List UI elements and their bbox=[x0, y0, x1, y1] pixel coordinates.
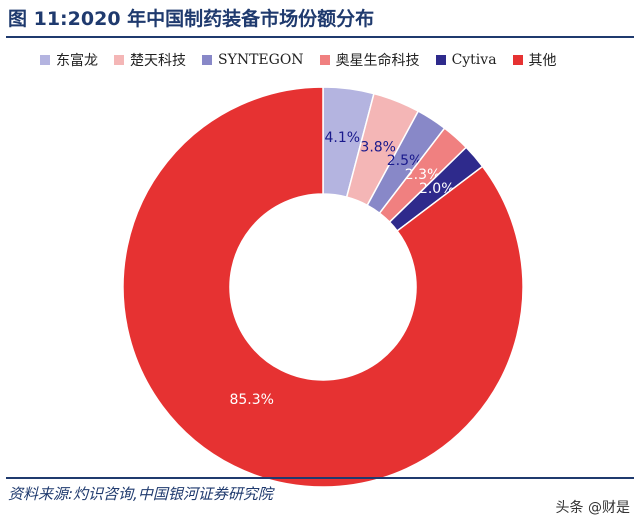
slice-label-3: 2.3% bbox=[405, 167, 441, 183]
legend-label: SYNTEGON bbox=[218, 52, 304, 68]
legend-swatch bbox=[435, 55, 446, 65]
legend: 东富龙 楚天科技 SYNTEGON 奥星生命科技 Cytiva 其他 bbox=[40, 50, 557, 70]
slice-label-5: 85.3% bbox=[229, 392, 273, 408]
legend-item: 奥星生命科技 bbox=[319, 50, 420, 70]
legend-swatch bbox=[114, 55, 124, 65]
legend-swatch bbox=[40, 55, 50, 65]
title-divider bbox=[6, 36, 634, 38]
chart-title: 图 11:2020 年中国制药装备市场份额分布 bbox=[8, 8, 375, 30]
legend-label: 其他 bbox=[528, 53, 557, 69]
legend-swatch bbox=[319, 55, 330, 65]
slice-label-4: 2.0% bbox=[419, 181, 455, 197]
legend-item: 楚天科技 bbox=[114, 50, 186, 70]
slice-label-0: 4.1% bbox=[324, 130, 360, 146]
legend-swatch bbox=[202, 55, 212, 65]
source-note: 资料来源:灼识咨询,中国银河证券研究院 bbox=[8, 485, 273, 503]
slice-5 bbox=[122, 86, 524, 488]
footer-divider bbox=[6, 477, 634, 479]
watermark: 头条 @财是 bbox=[555, 500, 630, 516]
legend-label: Cytiva bbox=[451, 52, 497, 68]
legend-swatch bbox=[512, 55, 523, 65]
slice-label-1: 3.8% bbox=[360, 140, 396, 156]
legend-label: 楚天科技 bbox=[130, 53, 186, 69]
legend-item: 东富龙 bbox=[40, 50, 98, 70]
legend-label: 东富龙 bbox=[56, 53, 98, 69]
legend-label: 奥星生命科技 bbox=[335, 53, 420, 69]
legend-item: Cytiva bbox=[435, 52, 497, 68]
legend-item: SYNTEGON bbox=[202, 52, 304, 68]
legend-item: 其他 bbox=[512, 50, 557, 70]
slice-label-2: 2.5% bbox=[387, 153, 423, 169]
